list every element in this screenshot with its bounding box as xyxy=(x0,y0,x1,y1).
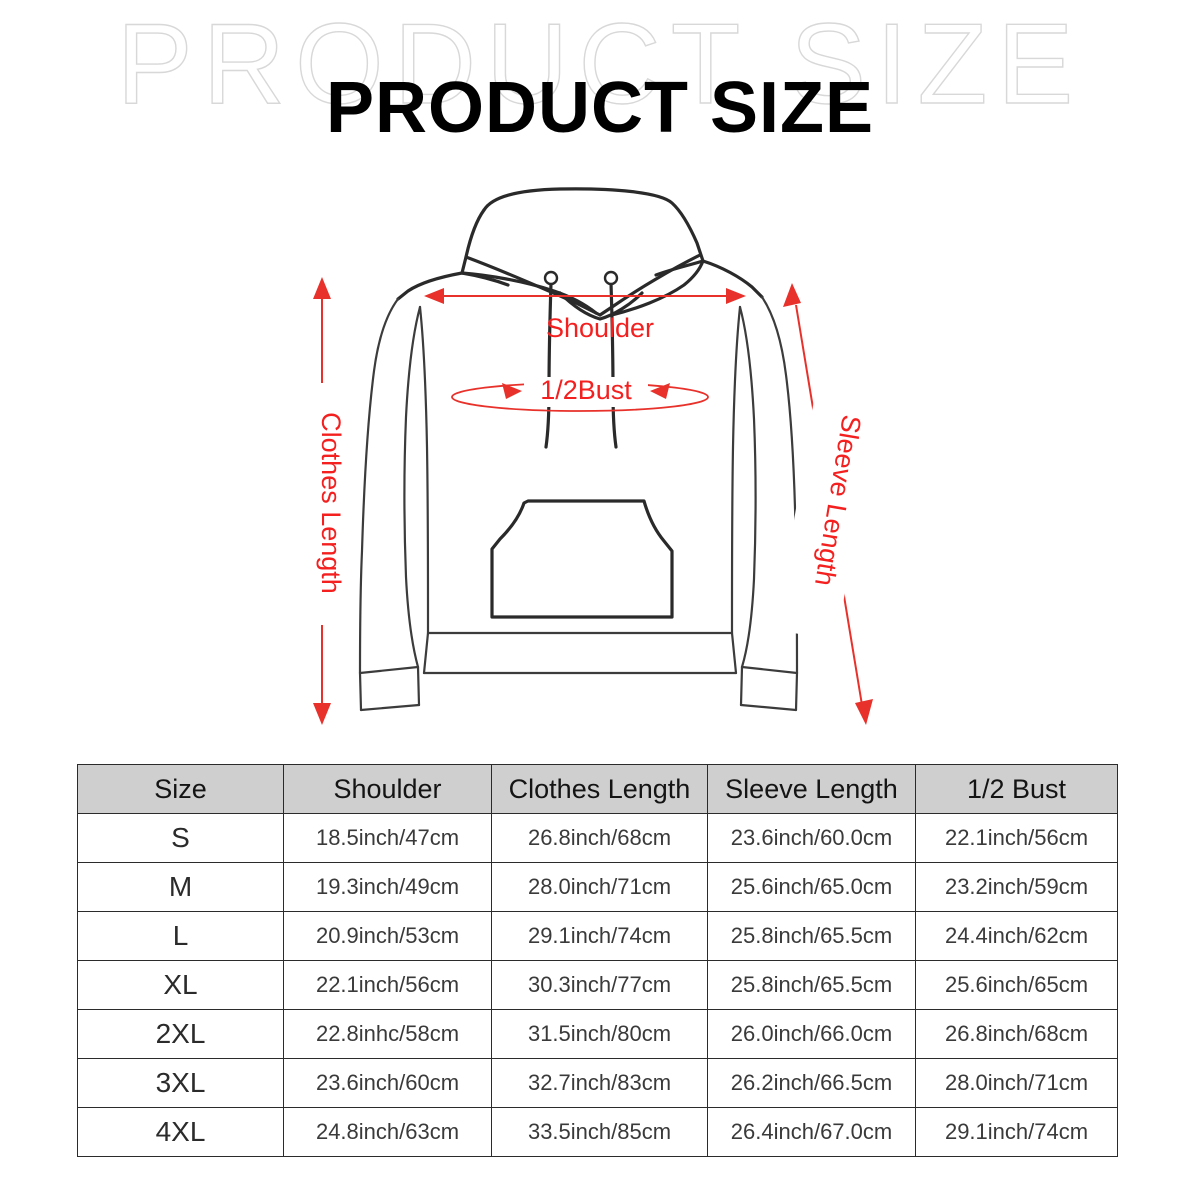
cell-half-bust: 23.2inch/59cm xyxy=(915,862,1118,912)
table-row: S 18.5inch/47cm 26.8inch/68cm 23.6inch/6… xyxy=(77,813,1118,863)
half-bust-measure-annotation: 1/2Bust xyxy=(451,375,709,412)
half-bust-arrow-left-icon xyxy=(502,383,522,399)
cell-half-bust: 29.1inch/74cm xyxy=(915,1107,1118,1157)
shoulder-arrow-right-icon xyxy=(726,288,746,304)
table-row: 4XL 24.8inch/63cm 33.5inch/85cm 26.4inch… xyxy=(77,1107,1118,1157)
hoodie-measurement-diagram: Shoulder 1/2Bust Clothes Length Sleeve L… xyxy=(0,165,1200,745)
cell-clothes-length: 29.1inch/74cm xyxy=(491,911,708,961)
sleeve-length-measure-annotation: Sleeve Length xyxy=(775,283,883,725)
cell-size: M xyxy=(77,862,284,912)
cell-clothes-length: 28.0inch/71cm xyxy=(491,862,708,912)
page-title-area: PRODUCT SIZE PRODUCT SIZE xyxy=(0,0,1200,170)
cell-half-bust: 26.8inch/68cm xyxy=(915,1009,1118,1059)
shoulder-measure-annotation: Shoulder xyxy=(424,288,746,343)
drawstring-grommet-left xyxy=(543,270,559,286)
cell-sleeve-length: 23.6inch/60.0cm xyxy=(707,813,916,863)
sleeve-length-arrow-up-icon xyxy=(783,283,801,307)
clothes-length-measure-annotation: Clothes Length xyxy=(306,277,346,725)
cell-clothes-length: 32.7inch/83cm xyxy=(491,1058,708,1108)
cell-shoulder: 22.8inhc/58cm xyxy=(283,1009,492,1059)
column-header-sleeve-length: Sleeve Length xyxy=(707,764,916,814)
cell-shoulder: 20.9inch/53cm xyxy=(283,911,492,961)
column-header-half-bust: 1/2 Bust xyxy=(915,764,1118,814)
cell-sleeve-length: 25.6inch/65.0cm xyxy=(707,862,916,912)
cell-clothes-length: 30.3inch/77cm xyxy=(491,960,708,1010)
cell-size: 4XL xyxy=(77,1107,284,1157)
cell-sleeve-length: 26.4inch/67.0cm xyxy=(707,1107,916,1157)
cell-size: L xyxy=(77,911,284,961)
cell-clothes-length: 31.5inch/80cm xyxy=(491,1009,708,1059)
clothes-length-label: Clothes Length xyxy=(316,412,346,594)
cell-size: S xyxy=(77,813,284,863)
cell-size: 2XL xyxy=(77,1009,284,1059)
clothes-length-arrow-up-icon xyxy=(313,277,331,299)
table-row: 3XL 23.6inch/60cm 32.7inch/83cm 26.2inch… xyxy=(77,1058,1118,1108)
cell-half-bust: 22.1inch/56cm xyxy=(915,813,1118,863)
column-header-shoulder: Shoulder xyxy=(283,764,492,814)
clothes-length-arrow-down-icon xyxy=(313,703,331,725)
cell-shoulder: 22.1inch/56cm xyxy=(283,960,492,1010)
table-row: L 20.9inch/53cm 29.1inch/74cm 25.8inch/6… xyxy=(77,911,1118,961)
cell-sleeve-length: 26.2inch/66.5cm xyxy=(707,1058,916,1108)
column-header-size: Size xyxy=(77,764,284,814)
cell-clothes-length: 33.5inch/85cm xyxy=(491,1107,708,1157)
cell-shoulder: 18.5inch/47cm xyxy=(283,813,492,863)
half-bust-label: 1/2Bust xyxy=(540,375,632,405)
half-bust-arrow-right-icon xyxy=(650,383,670,399)
table-row: 2XL 22.8inhc/58cm 31.5inch/80cm 26.0inch… xyxy=(77,1009,1118,1059)
cell-sleeve-length: 26.0inch/66.0cm xyxy=(707,1009,916,1059)
sleeve-length-arrow-down-icon xyxy=(855,699,873,725)
table-row: XL 22.1inch/56cm 30.3inch/77cm 25.8inch/… xyxy=(77,960,1118,1010)
cell-size: 3XL xyxy=(77,1058,284,1108)
table-header-row: Size Shoulder Clothes Length Sleeve Leng… xyxy=(77,764,1118,814)
cell-clothes-length: 26.8inch/68cm xyxy=(491,813,708,863)
cell-size: XL xyxy=(77,960,284,1010)
cell-half-bust: 25.6inch/65cm xyxy=(915,960,1118,1010)
page-title: PRODUCT SIZE xyxy=(325,68,875,148)
size-chart-table: Size Shoulder Clothes Length Sleeve Leng… xyxy=(77,764,1118,1157)
hoodie-illustration xyxy=(358,187,799,712)
cell-sleeve-length: 25.8inch/65.5cm xyxy=(707,911,916,961)
shoulder-arrow-left-icon xyxy=(424,288,444,304)
cell-sleeve-length: 25.8inch/65.5cm xyxy=(707,960,916,1010)
shoulder-label: Shoulder xyxy=(546,313,654,343)
column-header-clothes-length: Clothes Length xyxy=(491,764,708,814)
drawstring-grommet-right xyxy=(603,270,619,286)
hoodie-diagram-svg: Shoulder 1/2Bust Clothes Length Sleeve L… xyxy=(306,187,883,725)
page-title-watermark: PRODUCT SIZE xyxy=(116,1,1084,128)
cell-half-bust: 24.4inch/62cm xyxy=(915,911,1118,961)
size-table-container: Size Shoulder Clothes Length Sleeve Leng… xyxy=(77,764,1118,1157)
cell-shoulder: 23.6inch/60cm xyxy=(283,1058,492,1108)
cell-shoulder: 24.8inch/63cm xyxy=(283,1107,492,1157)
cell-half-bust: 28.0inch/71cm xyxy=(915,1058,1118,1108)
table-row: M 19.3inch/49cm 28.0inch/71cm 25.6inch/6… xyxy=(77,862,1118,912)
cell-shoulder: 19.3inch/49cm xyxy=(283,862,492,912)
